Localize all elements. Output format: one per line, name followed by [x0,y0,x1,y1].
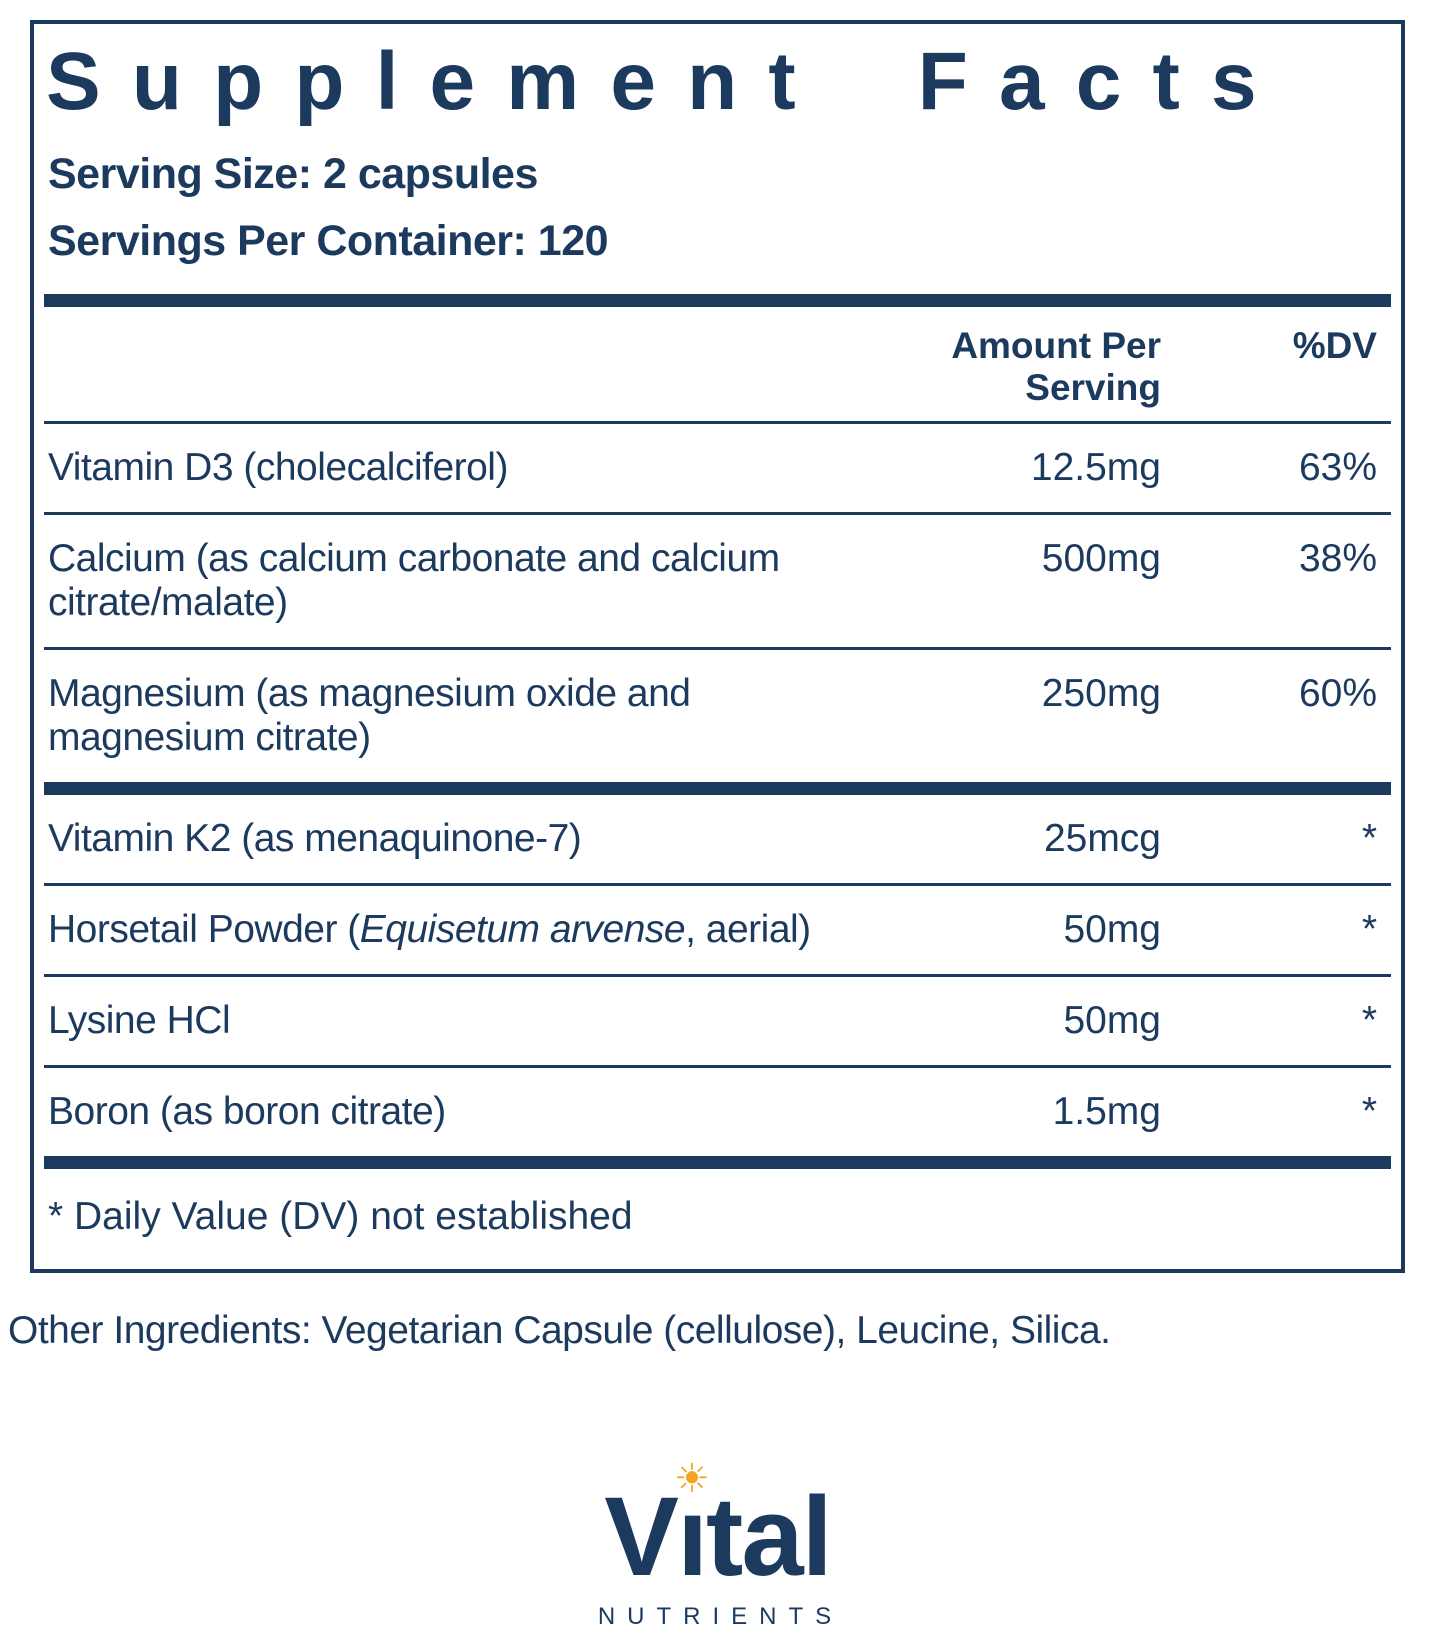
nutrient-name: Lysine HCl [48,998,231,1042]
nutrient-dv: * [1361,816,1377,860]
nutrient-row-horsetail: Horsetail Powder (Equisetum arvense, aer… [44,886,1391,974]
column-header-amount: Amount Per Serving [951,324,1161,408]
supplement-facts-panel: Supplement Facts Serving Size: 2 capsule… [30,20,1405,1273]
nutrient-amount: 250mg [1041,671,1161,715]
row-divider [44,511,1391,515]
nutrient-name: Vitamin D3 (cholecalciferol) [48,445,508,489]
divider-thick-top [44,293,1391,307]
nutrient-name: Boron (as boron citrate) [48,1089,446,1133]
nutrient-amount: 500mg [1041,536,1161,580]
logo-subtext: NUTRIENTS [597,1602,844,1630]
nutrient-row-vitamin-d3: Vitamin D3 (cholecalciferol) 12.5mg 63% [44,424,1391,512]
nutrient-name: Magnesium (as magnesium oxide and magnes… [48,671,691,759]
servings-per-container: Servings Per Container: 120 [48,216,609,265]
nutrient-name: Horsetail Powder (Equisetum arvense, aer… [48,907,811,951]
brand-logo: ☀ Vıtal NUTRIENTS [0,1459,1435,1631]
sun-icon: ☀ [673,1456,710,1501]
nutrient-dv: * [1361,907,1377,951]
divider-thick-middle [44,781,1391,795]
nutrient-amount: 12.5mg [1030,445,1161,489]
nutrient-amount: 50mg [1063,998,1161,1042]
nutrient-dv: * [1361,998,1377,1042]
nutrient-row-vitamin-k2: Vitamin K2 (as menaquinone-7) 25mcg * [44,795,1391,883]
nutrient-name: Vitamin K2 (as menaquinone-7) [48,816,582,860]
row-divider [44,882,1391,886]
row-divider [44,1064,1391,1068]
divider-thick-bottom [44,1155,1391,1169]
nutrient-row-lysine: Lysine HCl 50mg * [44,977,1391,1065]
other-ingredients: Other Ingredients: Vegetarian Capsule (c… [8,1308,1111,1352]
nutrient-row-boron: Boron (as boron citrate) 1.5mg * [44,1068,1391,1156]
nutrient-dv: 63% [1298,445,1377,489]
logo-wordmark: Vıtal [604,1473,833,1599]
row-divider [44,420,1391,424]
nutrient-dv: 38% [1298,536,1377,580]
nutrient-amount: 1.5mg [1052,1089,1161,1133]
daily-value-footnote: * Daily Value (DV) not established [48,1194,633,1238]
serving-size: Serving Size: 2 capsules [48,149,538,198]
panel-title: Supplement Facts [46,36,1288,127]
nutrient-dv: * [1361,1089,1377,1133]
nutrient-name: Calcium (as calcium carbonate and calciu… [48,536,780,624]
nutrient-amount: 50mg [1063,907,1161,951]
row-divider [44,973,1391,977]
nutrient-dv: 60% [1298,671,1377,715]
column-header-row: Amount Per Serving %DV [44,307,1391,421]
nutrient-row-magnesium: Magnesium (as magnesium oxide and magnes… [44,650,1391,782]
nutrient-amount: 25mcg [1043,816,1161,860]
row-divider [44,646,1391,650]
nutrient-row-calcium: Calcium (as calcium carbonate and calciu… [44,515,1391,647]
column-header-dv: %DV [1292,324,1377,366]
